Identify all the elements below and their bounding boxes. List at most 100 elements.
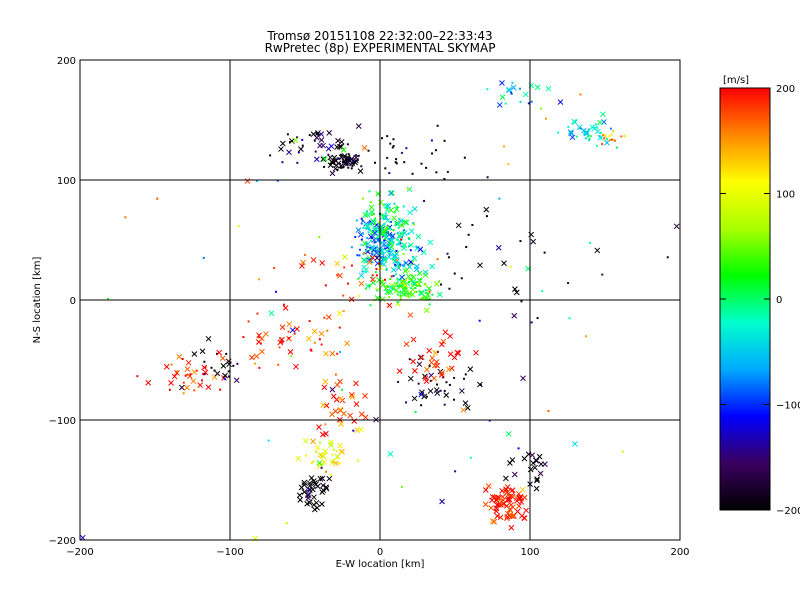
data-point [397, 226, 400, 229]
data-point [397, 241, 400, 244]
data-point [361, 219, 364, 222]
data-point [163, 363, 170, 370]
data-point [381, 247, 384, 250]
data-point [325, 314, 332, 320]
data-point [344, 161, 347, 164]
data-point [342, 294, 345, 297]
data-point [318, 330, 325, 337]
data-point [191, 369, 198, 375]
data-point [307, 487, 313, 494]
x-tick-label: −200 [66, 547, 93, 558]
data-point [447, 256, 450, 259]
data-point [314, 504, 321, 511]
data-point [293, 332, 296, 335]
data-point [388, 250, 391, 253]
data-point [227, 375, 230, 378]
data-point [370, 236, 373, 239]
data-point [388, 253, 391, 256]
data-point [420, 162, 423, 165]
data-point [216, 352, 219, 355]
data-point [489, 518, 496, 525]
data-point [422, 373, 428, 380]
data-point [354, 154, 357, 157]
x-tick-label: 100 [520, 547, 539, 558]
data-point [446, 252, 449, 255]
data-point [323, 350, 329, 357]
data-point [427, 239, 434, 246]
data-point [568, 129, 574, 135]
data-point [318, 236, 321, 239]
data-point [519, 100, 522, 103]
data-point [510, 91, 513, 94]
data-point [378, 262, 381, 265]
data-point [503, 145, 506, 148]
data-point [435, 171, 438, 174]
y-tick-label: 200 [57, 56, 76, 67]
data-point [377, 221, 380, 224]
data-point [403, 262, 406, 265]
data-point [361, 264, 367, 271]
data-point [337, 442, 344, 449]
data-point [365, 243, 368, 246]
data-point [387, 243, 390, 246]
data-point [439, 283, 442, 286]
data-point [519, 87, 522, 90]
data-point [219, 355, 226, 362]
data-point [405, 273, 412, 280]
data-point [175, 370, 178, 373]
data-point [287, 337, 290, 340]
data-point [296, 492, 303, 499]
data-point [373, 241, 376, 244]
data-point [392, 258, 395, 261]
data-point [411, 206, 418, 212]
data-point [334, 382, 341, 388]
data-point [338, 421, 344, 427]
data-point [621, 450, 624, 453]
data-point [195, 369, 198, 372]
data-point [336, 456, 339, 459]
data-point [171, 373, 178, 380]
data-point [368, 228, 371, 231]
data-point [416, 361, 423, 368]
data-point [527, 102, 530, 105]
data-point [253, 353, 260, 360]
data-point [424, 366, 430, 373]
data-point [323, 316, 326, 319]
data-point [501, 260, 507, 267]
data-point [442, 329, 449, 336]
data-point [397, 262, 400, 265]
data-point [395, 259, 398, 262]
data-point [443, 392, 450, 398]
data-point [534, 84, 541, 91]
data-point [313, 139, 316, 142]
data-point [588, 137, 591, 140]
data-point [219, 388, 222, 391]
data-point [384, 278, 387, 281]
plot-frame [79, 59, 681, 541]
data-point [379, 242, 382, 245]
data-point [329, 170, 336, 177]
data-point [362, 414, 369, 421]
data-point [311, 494, 317, 501]
data-point [310, 461, 313, 464]
data-point [391, 146, 394, 149]
data-point [386, 245, 389, 248]
data-point [488, 505, 494, 511]
data-point [453, 272, 456, 275]
data-point [395, 300, 401, 307]
data-point [368, 221, 371, 224]
data-point [355, 123, 362, 129]
data-point [364, 271, 367, 274]
data-point [386, 135, 389, 138]
data-point [337, 395, 344, 402]
y-tick-label: −200 [49, 536, 76, 547]
data-point [297, 151, 300, 154]
data-point [285, 522, 288, 525]
data-point [491, 518, 497, 525]
data-point [385, 268, 388, 271]
data-point [517, 447, 520, 450]
data-point [345, 158, 348, 161]
data-point [310, 438, 316, 445]
data-point [350, 246, 353, 249]
data-point [398, 283, 404, 289]
